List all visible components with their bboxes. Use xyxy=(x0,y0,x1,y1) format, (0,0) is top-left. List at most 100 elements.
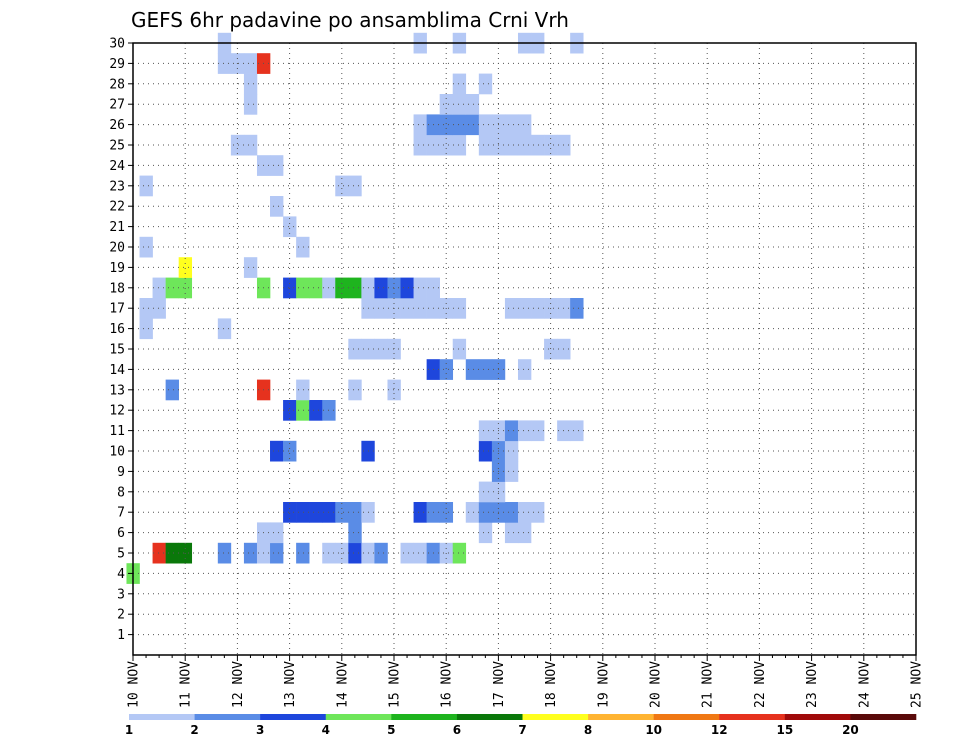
heatmap-cell xyxy=(452,94,467,115)
y-tick-label: 16 xyxy=(109,322,125,337)
y-tick-label: 6 xyxy=(117,526,125,541)
y-tick-label: 17 xyxy=(109,302,125,317)
legend-label: 6 xyxy=(453,723,461,737)
y-tick-label: 21 xyxy=(109,220,125,235)
heatmap-cell xyxy=(348,277,362,299)
heatmap-cell xyxy=(387,379,401,401)
heatmap-cell xyxy=(283,277,297,299)
heatmap-cell xyxy=(270,440,284,462)
legend-label: 15 xyxy=(776,723,793,737)
heatmap-cell xyxy=(309,277,323,299)
heatmap-cell xyxy=(335,277,349,299)
legend-label: 5 xyxy=(387,723,395,737)
heatmap-cell xyxy=(413,114,427,136)
y-tick-label: 25 xyxy=(109,139,125,154)
heatmap-cell xyxy=(439,359,454,380)
legend-color-swatch xyxy=(719,714,786,720)
heatmap-cell xyxy=(296,400,310,421)
legend-label: 12 xyxy=(711,723,728,737)
heatmap-cell xyxy=(413,134,427,156)
x-tick-label: 17 NOV xyxy=(492,661,507,708)
heatmap-cell xyxy=(152,298,166,319)
legend-label: 2 xyxy=(190,723,198,737)
heatmap-cell xyxy=(570,298,584,319)
y-tick-label: 13 xyxy=(109,383,125,398)
heatmap-cell xyxy=(517,502,532,523)
heatmap-cell xyxy=(531,502,545,523)
heatmap-cell xyxy=(374,298,388,319)
x-tick-label: 19 NOV xyxy=(596,661,611,708)
heatmap-cell xyxy=(243,542,258,564)
y-tick-label: 3 xyxy=(117,587,125,602)
y-tick-label: 2 xyxy=(117,608,125,623)
heatmap-cell xyxy=(335,502,349,523)
heatmap-cell xyxy=(504,420,519,442)
heatmap-cell xyxy=(478,440,493,462)
heatmap-cell xyxy=(439,502,454,523)
legend-label: 4 xyxy=(322,723,330,737)
heatmap-cell xyxy=(504,298,519,319)
y-tick-label: 4 xyxy=(117,567,125,582)
grid-lines xyxy=(133,43,916,655)
heatmap-cell xyxy=(478,73,493,95)
heatmap-cell xyxy=(413,502,427,523)
heatmap-cell xyxy=(152,542,166,564)
y-tick-label: 30 xyxy=(109,37,125,52)
heatmap-cell xyxy=(531,134,545,156)
x-axis-ticks: 10 NOV 11 NOV 12 NOV 13 NOV 14 NOV 15 NOV 16 N… xyxy=(127,655,925,708)
heatmap-cell xyxy=(243,257,258,278)
heatmap-cell xyxy=(531,420,545,442)
heatmap-cell xyxy=(348,542,362,564)
heatmap-cell xyxy=(283,502,297,523)
heatmap-cell xyxy=(517,134,532,156)
heatmap-cell xyxy=(400,298,414,319)
heatmap-cell xyxy=(478,134,493,156)
heatmap-cell xyxy=(243,53,258,74)
legend-color-swatch xyxy=(391,714,458,720)
heatmap-cell xyxy=(296,502,310,523)
heatmap-cell xyxy=(452,338,467,360)
x-tick-label: 13 NOV xyxy=(283,661,298,708)
legend-label: 10 xyxy=(645,723,662,737)
heatmap-cell xyxy=(217,318,232,340)
heatmap-cell xyxy=(400,542,414,564)
heatmap-cell xyxy=(165,277,179,299)
y-tick-label: 12 xyxy=(109,404,125,419)
y-tick-label: 15 xyxy=(109,343,125,358)
heatmap-cell xyxy=(531,298,545,319)
heatmap-cells xyxy=(126,32,584,584)
chart-title: GEFS 6hr padavine po ansamblima Crni Vrh xyxy=(131,8,569,32)
heatmap-cell xyxy=(478,522,493,544)
heatmap-cell xyxy=(217,542,232,564)
heatmap-cell xyxy=(348,379,362,401)
legend-color-swatch xyxy=(260,714,327,720)
legend-color-swatch xyxy=(325,714,392,720)
heatmap-cell xyxy=(178,257,193,278)
heatmap-cell xyxy=(296,277,310,299)
heatmap-cell xyxy=(452,114,467,136)
x-tick-label: 23 NOV xyxy=(805,661,820,708)
y-tick-label: 5 xyxy=(117,547,125,562)
heatmap-cell xyxy=(348,338,362,360)
heatmap-cell xyxy=(504,461,519,482)
y-tick-label: 19 xyxy=(109,261,125,276)
heatmap-cell xyxy=(165,379,179,401)
x-tick-label: 20 NOV xyxy=(649,661,664,708)
heatmap-cell xyxy=(413,542,427,564)
heatmap-cell xyxy=(544,338,558,360)
legend-color-swatch xyxy=(588,714,654,720)
heatmap-cell xyxy=(504,440,519,462)
heatmap-cell xyxy=(270,155,284,176)
heatmap-cell xyxy=(465,114,480,136)
heatmap-cell xyxy=(465,502,480,523)
heatmap-cell xyxy=(335,175,349,197)
x-tick-label: 24 NOV xyxy=(857,661,872,708)
heatmap-cell xyxy=(283,400,297,421)
x-tick-label: 21 NOV xyxy=(701,661,716,708)
heatmap-cell xyxy=(439,114,454,136)
y-tick-label: 1 xyxy=(117,628,125,643)
legend-color-swatch xyxy=(784,714,851,720)
y-tick-label: 29 xyxy=(109,57,125,72)
